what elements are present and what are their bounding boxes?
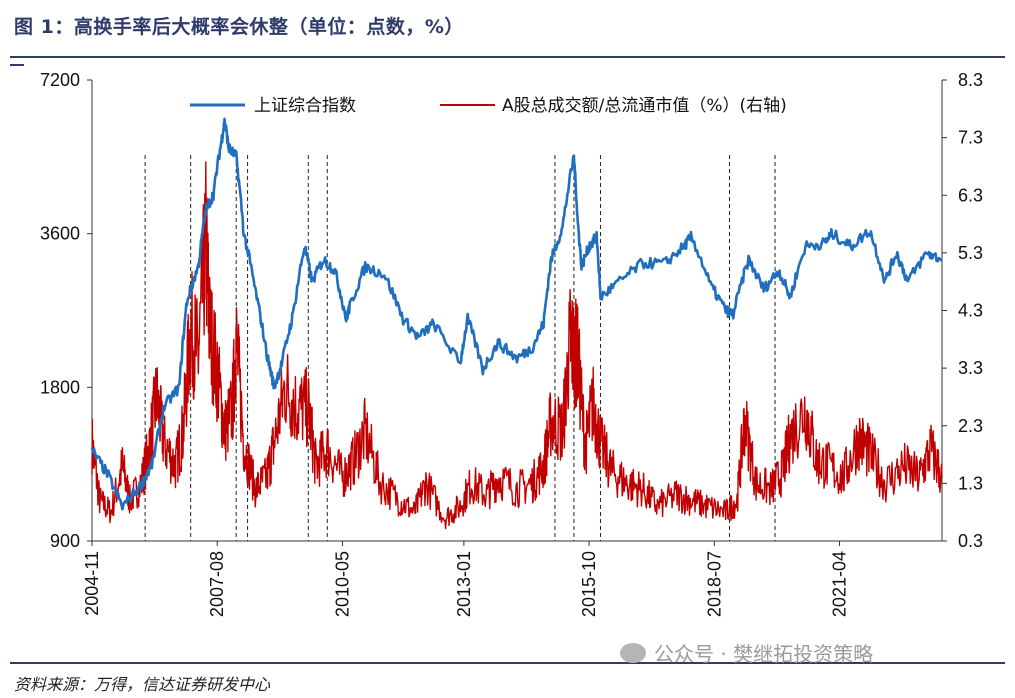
- left-tick-label: 1800: [40, 377, 80, 397]
- right-tick-label: 3.3: [958, 358, 983, 378]
- legend-label-turnover: A股总成交额/总流通市值（%）(右轴): [502, 96, 787, 116]
- right-tick-label: 5.3: [958, 243, 983, 263]
- x-tick-label: 2013-01: [454, 551, 474, 617]
- right-tick-label: 0.3: [958, 531, 983, 551]
- title-accent-mark: [10, 64, 24, 66]
- x-tick-label: 2021-04: [830, 551, 850, 617]
- turnover-line: [91, 161, 943, 530]
- x-tick-label: 2010-05: [332, 551, 352, 617]
- right-tick-label: 6.3: [958, 185, 983, 205]
- footer-divider: [10, 662, 1005, 664]
- right-tick-label: 8.3: [958, 70, 983, 90]
- right-tick-label: 1.3: [958, 473, 983, 493]
- right-tick-label: 4.3: [958, 301, 983, 321]
- left-tick-label: 3600: [40, 224, 80, 244]
- watermark-text: 公众号 · 樊继拓投资策略: [654, 642, 874, 666]
- right-tick-label: 7.3: [958, 128, 983, 148]
- right-tick-label: 2.3: [958, 416, 983, 436]
- x-tick-label: 2015-10: [579, 551, 599, 617]
- left-tick-label: 7200: [40, 70, 80, 90]
- figure-title: 图 1：高换手率后大概率会休整（单位：点数，%）: [14, 16, 464, 38]
- title-divider: [10, 56, 1005, 58]
- x-tick-label: 2007-08: [207, 551, 227, 617]
- x-tick-label: 2018-07: [704, 551, 724, 617]
- x-tick-label: 2004-11: [82, 551, 102, 616]
- legend-label-index: 上证综合指数: [254, 96, 356, 116]
- watermark: 公众号 · 樊继拓投资策略: [620, 638, 873, 667]
- index-line: [90, 117, 943, 511]
- left-tick-label: 900: [50, 531, 80, 551]
- wechat-icon: [620, 642, 646, 663]
- source-note: 资料来源：万得，信达证券研发中心: [14, 675, 271, 694]
